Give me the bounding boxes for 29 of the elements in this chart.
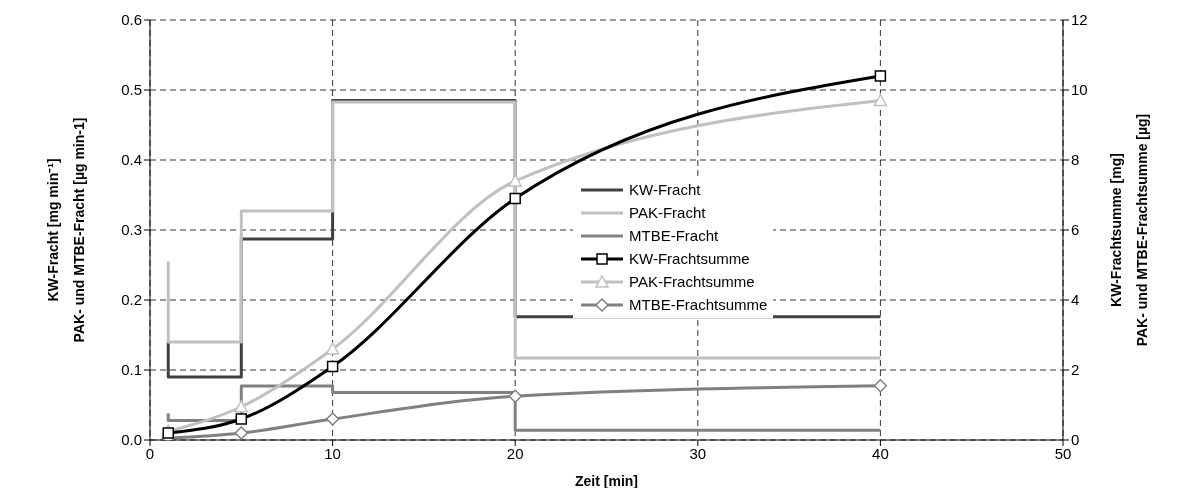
y-tick-label: 0.0: [121, 431, 142, 449]
x-tick-label: 20: [506, 444, 524, 462]
x-tick-label: 50: [1054, 444, 1072, 462]
y2-tick-label: 2: [1071, 361, 1080, 379]
x-tick-label: 40: [872, 444, 889, 462]
y2-tick-label: 6: [1071, 221, 1080, 239]
y2-tick-label: 8: [1071, 151, 1080, 169]
legend-label: MTBE-Frachtsumme: [629, 296, 768, 313]
y-tick-label: 0.4: [121, 151, 142, 169]
y-tick-label: 0.6: [121, 11, 142, 29]
y2-tick-label: 0: [1071, 431, 1080, 449]
y-axis-title: KW-Fracht [mg min⁻¹] PAK- und MTBE-Fracht [µg min-1]: [45, 117, 87, 343]
legend-label: KW-Frachtsumme: [629, 250, 750, 267]
y2-tick-label: 4: [1071, 291, 1080, 309]
legend-label: PAK-Fracht: [629, 204, 706, 221]
legend-label: PAK-Frachtsumme: [629, 273, 755, 290]
y-tick-label: 0.5: [121, 81, 142, 99]
y2-tick-label: 10: [1071, 81, 1088, 99]
y2-axis-title: KW-Frachtsumme [mg] PAK- und MTBE-Frachtsumme [µg]: [1108, 113, 1150, 347]
y-tick-label: 0.1: [121, 361, 142, 379]
x-tick-label: 0: [145, 444, 155, 462]
y2-tick-label: 12: [1071, 11, 1088, 29]
x-tick-label: 30: [689, 444, 707, 462]
legend-label: MTBE-Fracht: [629, 227, 719, 244]
x-tick-label: 10: [324, 444, 341, 462]
y-tick-label: 0.3: [121, 221, 142, 239]
x-axis-title: Zeit [min]: [575, 473, 638, 489]
y-tick-label: 0.2: [121, 291, 142, 309]
legend-label: KW-Fracht: [629, 181, 701, 198]
